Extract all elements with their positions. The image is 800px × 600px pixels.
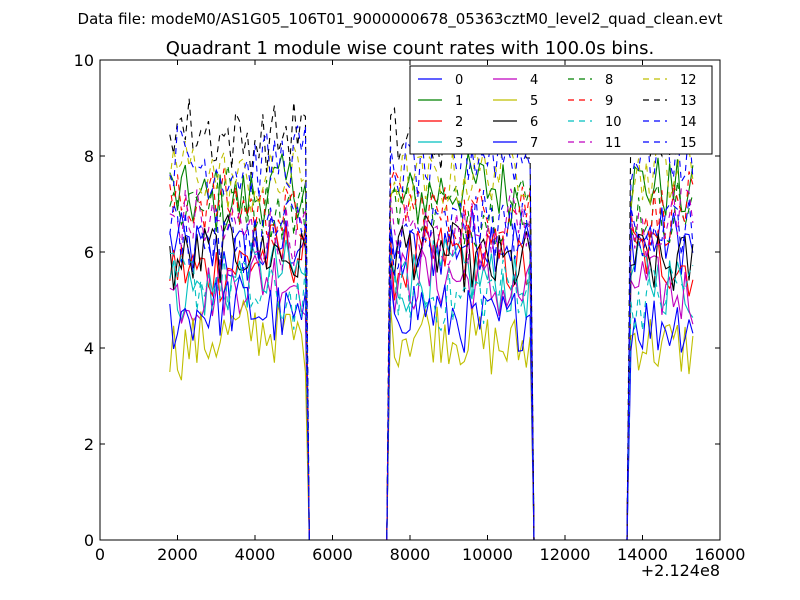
series-line-10 — [169, 252, 694, 541]
legend-label-10: 10 — [605, 115, 622, 130]
legend-label-7: 7 — [530, 136, 538, 151]
legend-label-13: 13 — [680, 94, 697, 109]
y-tick-label: 10 — [74, 51, 94, 70]
y-tick-label: 6 — [84, 243, 94, 262]
series-line-15 — [169, 190, 694, 541]
series-line-0 — [169, 207, 694, 541]
y-tick-label: 4 — [84, 339, 94, 358]
legend-label-3: 3 — [455, 136, 463, 151]
x-tick-label: 6000 — [312, 545, 353, 564]
series-line-11 — [169, 187, 694, 541]
x-tick-label: 14000 — [617, 545, 668, 564]
legend-label-1: 1 — [455, 94, 463, 109]
legend-label-11: 11 — [605, 136, 622, 151]
legend-label-9: 9 — [605, 94, 613, 109]
series-line-9 — [169, 168, 694, 541]
legend-label-0: 0 — [455, 73, 463, 88]
legend-label-6: 6 — [530, 115, 538, 130]
x-tick-label: 16000 — [695, 545, 746, 564]
legend-label-8: 8 — [605, 73, 613, 88]
series-line-4 — [169, 245, 694, 541]
legend-label-2: 2 — [455, 115, 463, 130]
legend-label-12: 12 — [680, 73, 697, 88]
y-tick-label: 2 — [84, 435, 94, 454]
suptitle: Data file: modeM0/AS1G05_106T01_90000006… — [78, 10, 723, 29]
legend-label-4: 4 — [530, 73, 538, 88]
series-line-12 — [169, 135, 694, 541]
x-tick-label: 8000 — [390, 545, 431, 564]
series-line-3 — [169, 237, 694, 541]
axis-ticks: 0 2000 4000 6000 8000 10000 12000 14000 16000 0 2 4… — [74, 51, 746, 564]
legend-label-15: 15 — [680, 136, 697, 151]
x-offset-label: +2.124e8 — [641, 561, 720, 580]
series-line-14 — [169, 118, 694, 541]
legend-box — [409, 65, 713, 155]
series-line-5 — [169, 299, 694, 541]
series-line-7 — [169, 273, 694, 541]
x-tick-label: 2000 — [157, 545, 198, 564]
y-tick-label: 0 — [84, 531, 94, 550]
x-tick-label: 0 — [95, 545, 105, 564]
chart-title: Quadrant 1 module wise count rates with … — [166, 38, 655, 59]
y-tick-label: 8 — [84, 147, 94, 166]
x-tick-label: 10000 — [462, 545, 513, 564]
series-lines — [169, 93, 694, 541]
legend-label-14: 14 — [680, 115, 697, 130]
legend-label-5: 5 — [530, 94, 538, 109]
x-tick-label: 4000 — [235, 545, 276, 564]
x-tick-label: 12000 — [540, 545, 591, 564]
